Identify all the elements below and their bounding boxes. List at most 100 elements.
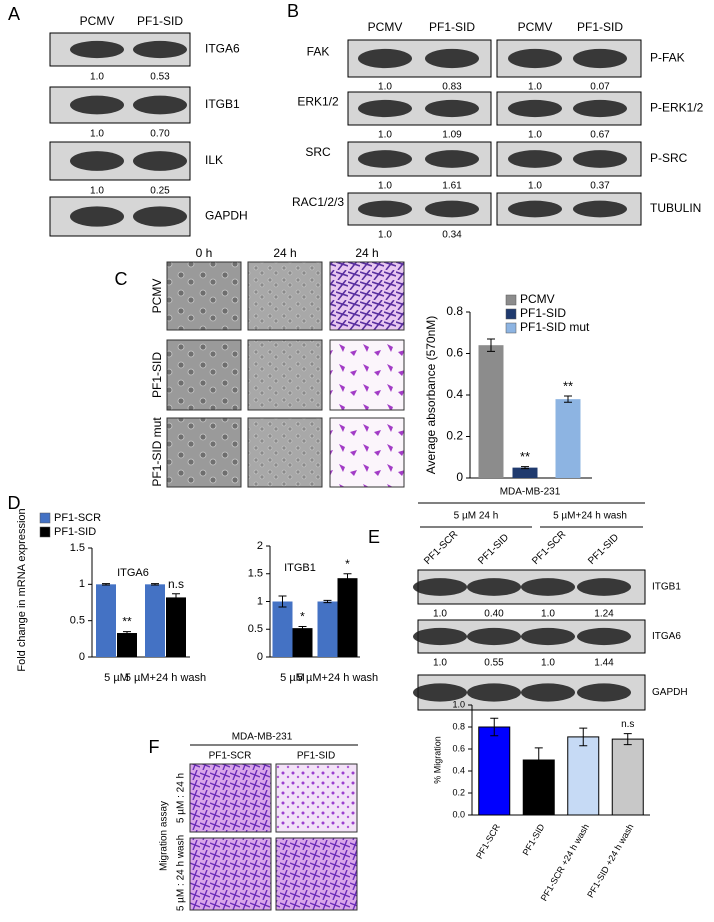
- bar: [512, 467, 538, 478]
- panel-label: C: [115, 269, 128, 289]
- blot-label: RAC1/2/3: [292, 195, 344, 209]
- row-label: PF1-SID mut: [150, 417, 164, 487]
- micrograph: [247, 339, 323, 411]
- quant-label: 0.07: [590, 82, 610, 93]
- quant-label: 1.0: [90, 186, 104, 197]
- quant-label: 1.0: [528, 181, 542, 192]
- blot-band: [70, 151, 124, 171]
- lane-label: PCMV: [80, 14, 115, 28]
- lane-label: PF1-SCR: [530, 529, 568, 567]
- quant-label: 1.0: [90, 129, 104, 140]
- micrograph: [189, 837, 272, 911]
- y-tick-label: 0.8: [452, 721, 465, 731]
- cell-line-label: MDA-MB-231: [500, 487, 561, 498]
- quant-label: 1.0: [378, 230, 392, 241]
- bar: [478, 726, 511, 816]
- legend-swatch: [505, 308, 517, 320]
- error-bar: [534, 747, 543, 773]
- legend-label: PF1-SID: [54, 526, 96, 538]
- chart-title: ITGA6: [117, 567, 149, 579]
- bar: [317, 601, 338, 657]
- micrograph: [166, 339, 242, 411]
- blot-band: [358, 99, 412, 118]
- row-label: PCMV: [150, 279, 164, 314]
- y-tick-label: 0: [257, 651, 263, 663]
- y-tick-label: 0.2: [446, 429, 463, 443]
- error-bar: [490, 717, 499, 737]
- quant-label: 1.0: [433, 658, 447, 669]
- blot-label: SRC: [305, 145, 331, 159]
- quant-label: 1.0: [378, 130, 392, 141]
- bar: [96, 584, 116, 657]
- y-tick-label: 0.5: [248, 623, 263, 635]
- blot-label: P-ERK1/2: [650, 101, 704, 115]
- lane-label: PF1-SCR: [422, 529, 460, 567]
- blot-band: [467, 627, 521, 646]
- lane-label: PF1-SID: [429, 20, 475, 34]
- quant-label: 1.0: [378, 181, 392, 192]
- bar: [166, 597, 186, 657]
- blot-band: [521, 627, 575, 646]
- y-axis-label: Average absorbance (570nM): [424, 316, 438, 475]
- legend-label: PF1-SID: [520, 306, 566, 320]
- bar: [272, 601, 293, 657]
- column-label: PF1-SID: [297, 751, 335, 762]
- blot-band: [577, 578, 631, 596]
- blot-band: [425, 48, 479, 69]
- x-tick-label: 5 µM+24 h wash: [297, 672, 378, 684]
- quant-label: 1.61: [442, 181, 462, 192]
- legend-label: PF1-SCR: [54, 512, 101, 524]
- lane-label: PF1-SID: [577, 20, 623, 34]
- micrograph: [329, 339, 405, 411]
- column-label: 0 h: [196, 246, 213, 260]
- micrograph: [189, 763, 272, 833]
- quant-label: 1.0: [541, 609, 555, 620]
- micrograph: [329, 417, 405, 488]
- bar: [567, 736, 600, 816]
- error-bar: [278, 595, 287, 608]
- micrograph: [166, 417, 242, 488]
- micrograph: [275, 763, 358, 833]
- panel-label: D: [8, 493, 21, 513]
- blot-band: [573, 99, 627, 118]
- quant-label: 1.0: [378, 82, 392, 93]
- y-axis-label: Fold change in mRNA expression: [16, 508, 28, 671]
- group-label: 5 µM+24 h wash: [553, 511, 627, 522]
- y-tick-label: 1.5: [248, 568, 263, 580]
- legend-label: PF1-SID mut: [520, 320, 590, 334]
- blot-band: [573, 48, 627, 69]
- blot-band: [425, 150, 479, 168]
- quant-label: 1.44: [594, 658, 614, 669]
- y-tick-label: 1.5: [70, 542, 85, 554]
- error-bar: [579, 727, 588, 747]
- error-bar: [151, 583, 159, 586]
- blot-label: ILK: [205, 153, 223, 167]
- group-label: 5 µM 24 h: [454, 511, 499, 522]
- legend-label: PCMV: [520, 292, 555, 306]
- blot-band: [413, 578, 467, 596]
- blot-label: TUBULIN: [650, 201, 701, 215]
- micrograph: [329, 261, 405, 331]
- blot-band: [358, 200, 412, 218]
- bar: [611, 738, 644, 816]
- blot-band: [508, 48, 562, 69]
- y-tick-label: 1: [257, 595, 263, 607]
- annotation: **: [520, 449, 530, 464]
- quant-label: 0.55: [484, 658, 504, 669]
- x-tick-label: PF1-SCR: [474, 822, 502, 861]
- blot-band: [508, 99, 562, 118]
- y-tick-label: 0.5: [70, 615, 85, 627]
- annotation: **: [563, 378, 573, 393]
- error-bar: [123, 631, 131, 635]
- quant-label: 0.40: [484, 609, 504, 620]
- blot-band: [70, 40, 124, 59]
- lane-label: PCMV: [368, 20, 403, 34]
- column-label: PF1-SCR: [209, 751, 252, 762]
- blot-band: [413, 683, 467, 702]
- blot-band: [577, 683, 631, 702]
- blot-band: [508, 200, 562, 218]
- y-tick-label: 0.2: [452, 787, 465, 797]
- quant-label: 1.0: [528, 130, 542, 141]
- quant-label: 0.67: [590, 130, 610, 141]
